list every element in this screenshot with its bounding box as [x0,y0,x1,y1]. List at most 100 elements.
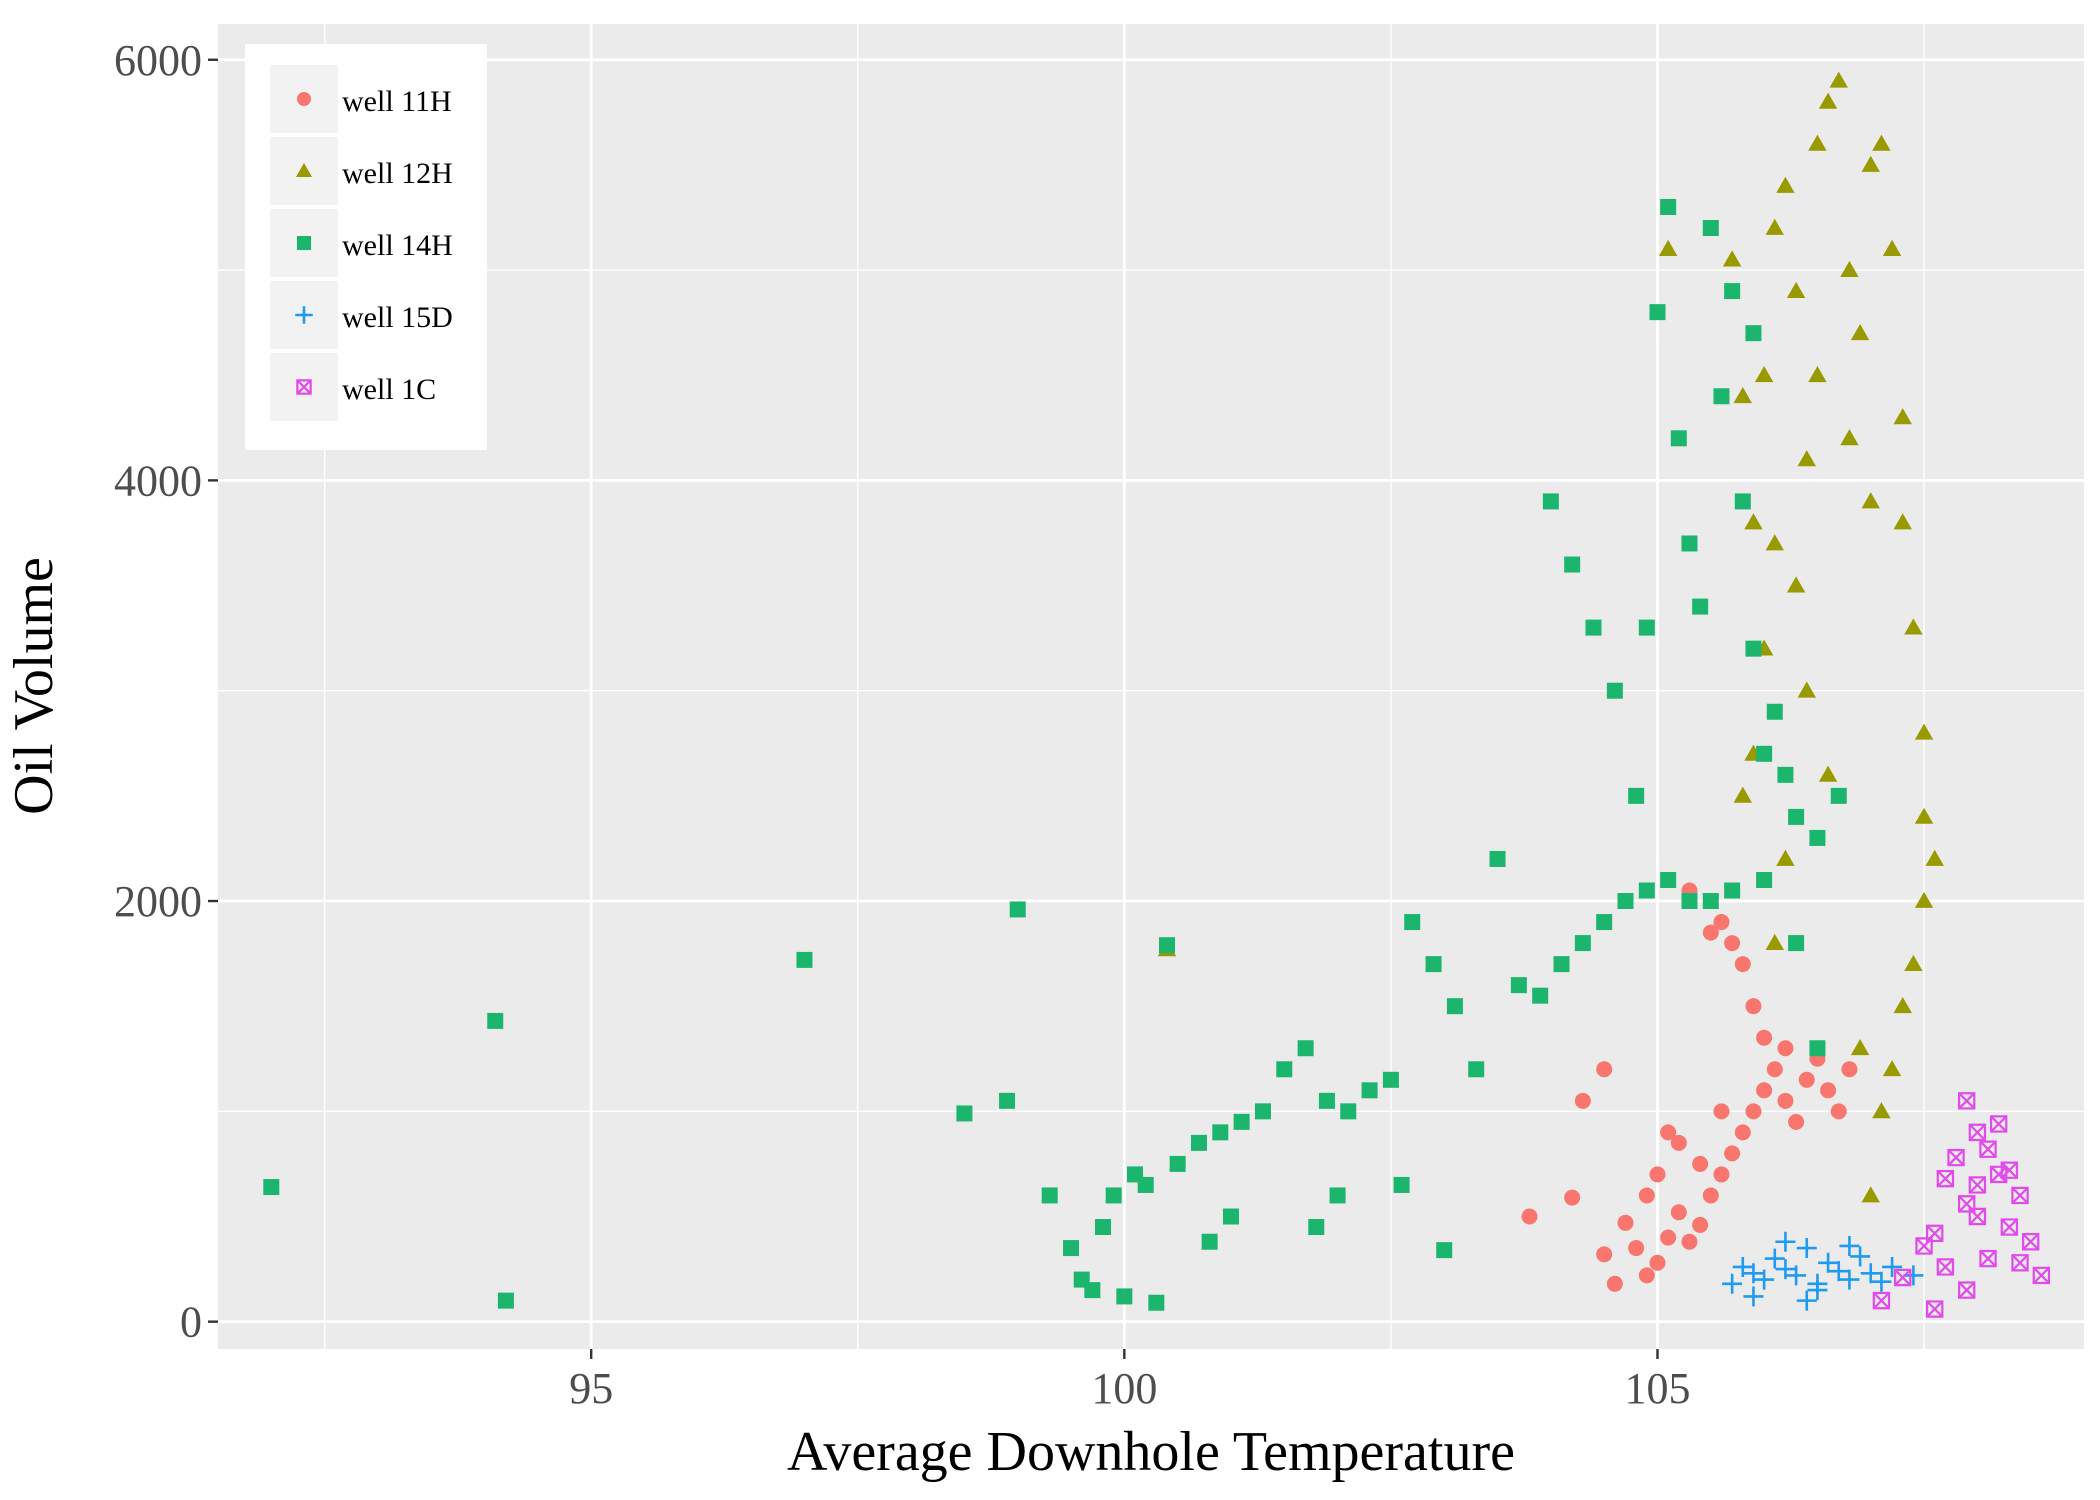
point-well-14h [1574,935,1591,952]
point-well-14h [1105,1187,1122,1204]
point-well-14h [1777,766,1794,783]
point-well-12h [1861,155,1880,172]
point-well-14h [1137,1176,1154,1193]
point-well-12h [1872,1102,1891,1119]
point-well-14h [1340,1103,1357,1120]
x-axis-title: Average Downhole Temperature [787,1421,1515,1483]
x-tick-label: 105 [1624,1364,1690,1413]
point-well-11h [1702,924,1719,941]
point-well-14h [1702,893,1719,910]
point-well-12h [1765,933,1784,950]
point-well-12h [1861,492,1880,509]
legend-symbol-well-14h [297,236,311,250]
point-well-15d [1839,1235,1860,1256]
point-well-11h [1724,935,1741,952]
point-well-11h [1713,914,1730,931]
point-well-11h [1670,1134,1687,1151]
point-well-14h [956,1105,973,1122]
point-well-11h [1830,1103,1847,1120]
point-well-12h [1925,849,1944,866]
point-well-15d [1775,1231,1796,1252]
point-well-1c [1979,1140,1997,1158]
point-well-11h [1777,1092,1794,1109]
point-well-14h [1702,220,1719,237]
x-axis: 95 100 105 [569,1349,1690,1413]
point-well-11h [1777,1040,1794,1057]
point-well-11h [1606,1275,1623,1292]
point-well-15d [1775,1259,1796,1280]
point-well-1c [1894,1268,1912,1287]
legend-label-well-15d: well 15D [342,301,453,334]
point-well-12h [1797,450,1816,467]
point-well-15d [1818,1252,1839,1273]
point-well-14h [1532,987,1549,1004]
point-well-12h [1808,366,1827,383]
point-well-14h [1681,535,1698,552]
point-well-14h [1318,1092,1335,1109]
point-well-1c [1968,1123,1987,1142]
point-well-12h [1840,429,1859,446]
point-well-11h [1617,1214,1634,1231]
point-well-15d [1839,1269,1860,1290]
point-well-14h [1617,893,1634,910]
legend-label-well-14h: well 14H [342,229,453,262]
point-well-1c [2011,1186,2029,1205]
point-well-11h [1734,956,1751,973]
point-well-14h [1276,1061,1293,1078]
point-well-14h [1297,1040,1314,1057]
point-well-14h [1670,430,1687,447]
point-well-14h [497,1292,514,1309]
point-well-12h [1786,576,1806,593]
point-well-11h [1820,1082,1837,1099]
point-well-14h [1148,1294,1165,1311]
point-well-14h [1649,304,1666,321]
point-well-15d [1732,1256,1753,1277]
point-well-11h [1628,1240,1645,1257]
point-well-15d [1828,1261,1849,1282]
point-well-11h [1788,1113,1805,1130]
point-well-11h [1713,1166,1730,1183]
point-well-12h [1872,134,1891,151]
point-well-11h [1798,1071,1815,1088]
point-well-14h [1446,998,1463,1015]
point-well-11h [1649,1254,1666,1271]
point-well-1c [2032,1266,2051,1285]
point-well-14h [796,951,813,968]
point-well-14h [1169,1155,1186,1172]
point-well-1c [1958,1281,1976,1299]
point-well-12h [1765,218,1784,235]
legend: well 11H well 12H well 14H well 15D well 1C [245,44,487,450]
point-well-15d [1786,1265,1807,1286]
y-tick-label: 2000 [114,877,202,926]
point-well-12h [1914,807,1934,824]
point-well-1c [1990,1115,2008,1133]
point-well-12h [1893,513,1912,530]
point-well-12h [1914,723,1934,740]
point-well-1c [2000,1161,2019,1179]
y-tick-label: 0 [180,1298,202,1347]
point-well-14h [1734,493,1751,510]
point-well-14h [1308,1219,1325,1236]
point-well-15d [1850,1246,1871,1267]
point-well-14h [1692,598,1709,615]
point-well-12h [1818,92,1838,109]
point-well-1c [1979,1249,1997,1268]
point-well-12h [1850,1039,1870,1056]
point-well-1c [1958,1195,1976,1213]
point-well-15d [1903,1265,1924,1286]
point-well-1c [1968,1176,1987,1194]
point-well-14h [1553,956,1570,973]
point-well-1c [2021,1233,2040,1251]
point-well-11h [1574,1092,1591,1109]
point-well-14h [1766,703,1783,720]
point-well-14h [1542,493,1559,510]
point-well-14h [1606,682,1623,699]
point-well-14h [1425,956,1442,973]
point-well-12h [1850,323,1870,341]
point-well-14h [1809,1040,1826,1057]
point-well-14h [1254,1103,1271,1120]
point-well-14h [1329,1187,1346,1204]
point-well-12h [1797,681,1816,698]
point-well-12h [1840,260,1859,277]
